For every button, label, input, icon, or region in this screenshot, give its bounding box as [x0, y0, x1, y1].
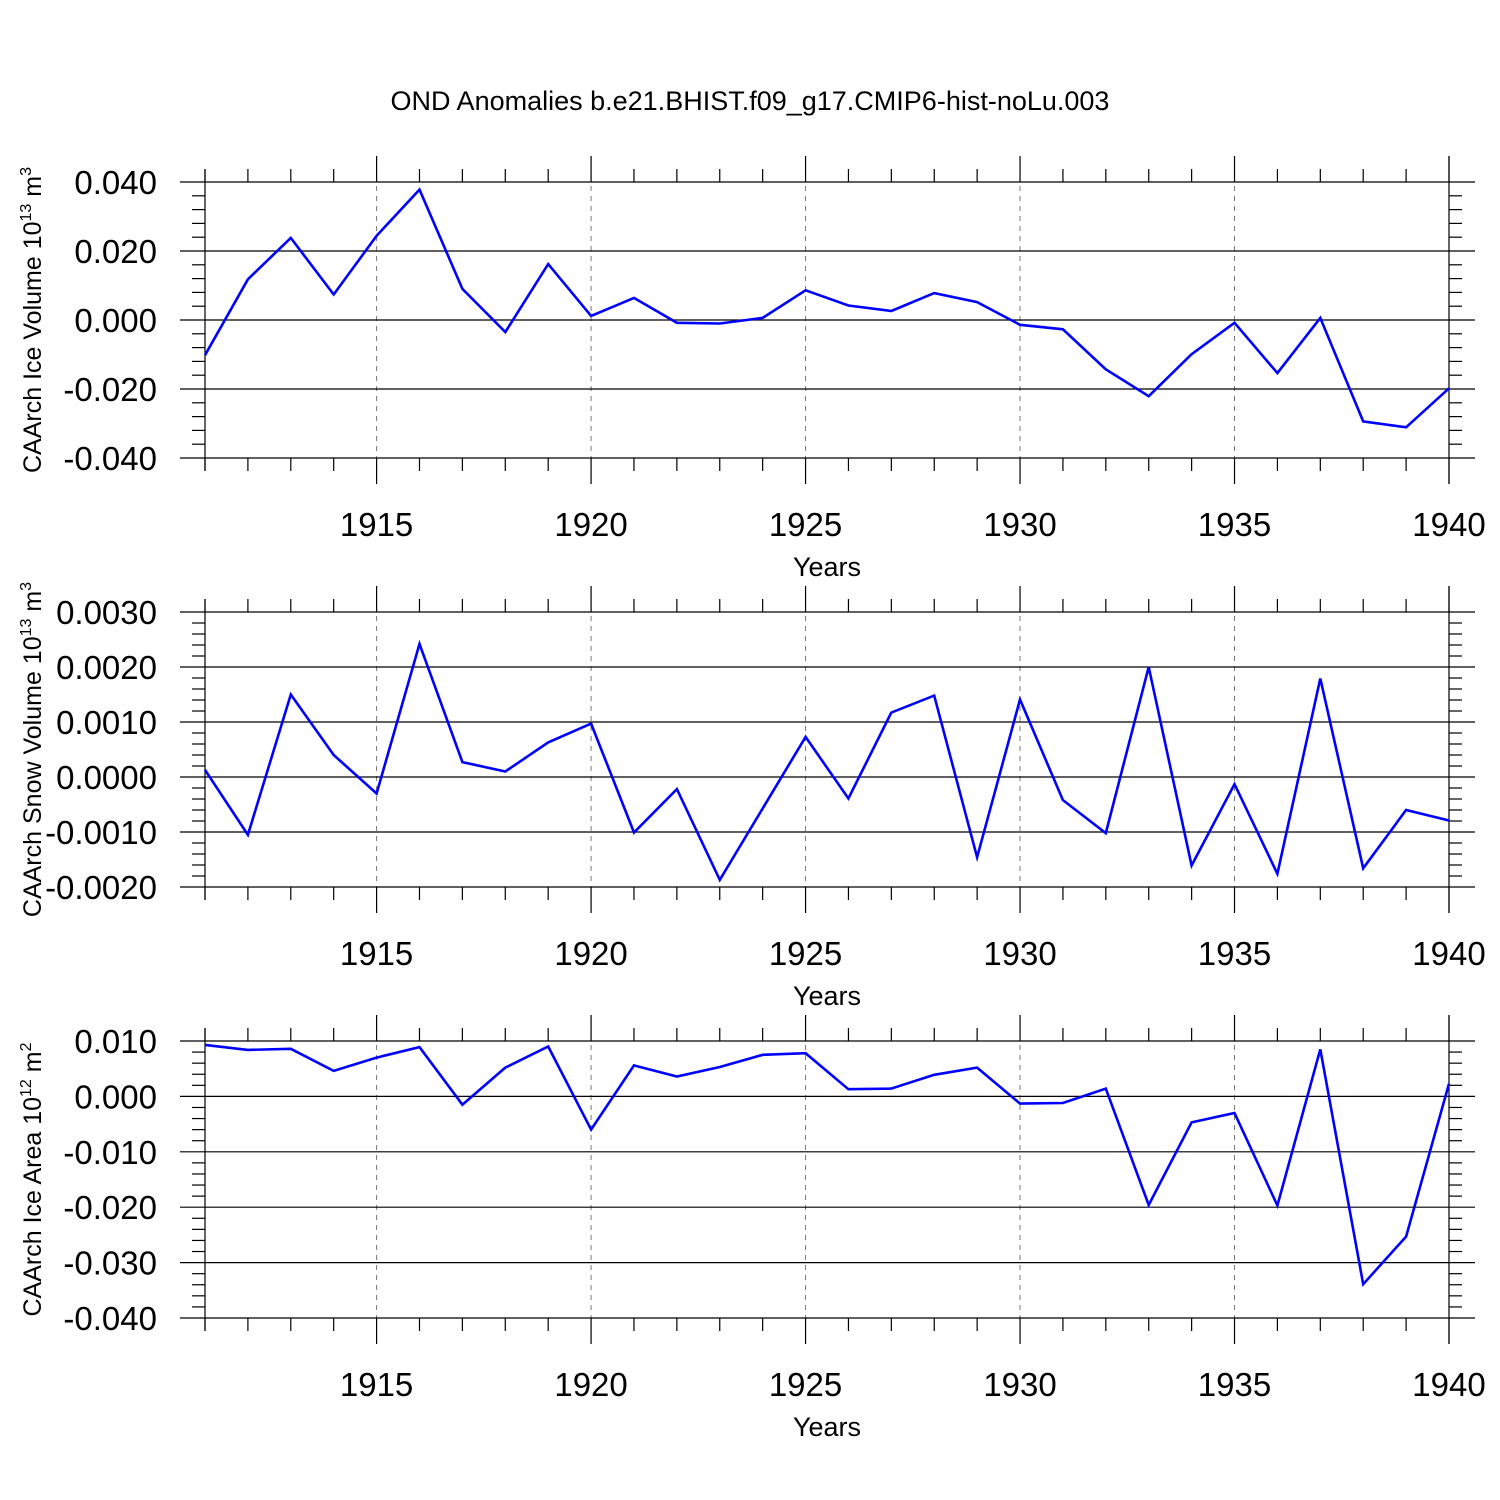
panel-1-ytick-label: 0.0020: [56, 649, 157, 686]
panel-1-xtick-label: 1920: [554, 935, 627, 972]
panel-0-ytick-label: 0.020: [74, 233, 157, 270]
panel-2-ylabel: CAArch Ice Area 1012 m2: [18, 1042, 47, 1316]
panel-2-xtick-label: 1930: [983, 1366, 1056, 1403]
panel-snow-volume: -0.0020 -0.0010 0.0000 0.0010 0.0020 0.0030 19…: [18, 582, 1486, 1011]
panel-0-xtick-label: 1930: [983, 506, 1056, 543]
panel-0-ytick-label: 0.040: [74, 164, 157, 201]
panel-1-ytick-label: 0.0010: [56, 704, 157, 741]
panel-2-ytick-label: -0.020: [63, 1189, 157, 1226]
panel-1-ylabel: CAArch Snow Volume 1013 m3: [18, 582, 47, 917]
panel-0-ylabel-exp: 13: [18, 204, 35, 222]
panel-0-ytick-label: -0.020: [63, 371, 157, 408]
panel-ice-area: -0.040 -0.030 -0.020 -0.010 0.000 0.010 1915 19…: [18, 1015, 1486, 1442]
panel-2-xtick-label: 1915: [340, 1366, 413, 1403]
panel-0-ylabel: CAArch Ice Volume 1013 m3: [18, 167, 47, 473]
panel-0-xtick-label: 1940: [1412, 506, 1485, 543]
panel-2-xtick-label: 1925: [769, 1366, 842, 1403]
panel-0-ylabel-unit-exp: 3: [18, 167, 35, 176]
panel-0-xtick-label: 1920: [554, 506, 627, 543]
panel-1-xtick-label: 1930: [983, 935, 1056, 972]
panel-0-xtick-label: 1935: [1198, 506, 1271, 543]
panel-0-ytick-label: 0.000: [74, 302, 157, 339]
panel-1-ylabel-unit-exp: 3: [18, 582, 35, 591]
figure-title: OND Anomalies b.e21.BHIST.f09_g17.CMIP6-…: [391, 86, 1110, 116]
panel-0-xlabel: Years: [793, 552, 861, 582]
panel-1-ylabel-exp: 13: [18, 618, 35, 636]
panel-ice-volume: -0.040 -0.020 0.000 0.020 0.040 1915 1920 1925 1…: [18, 156, 1486, 582]
panel-2-ytick-label: -0.040: [63, 1300, 157, 1337]
panel-0-ylabel-unit: m: [19, 176, 47, 204]
panel-2-ytick-label: -0.030: [63, 1245, 157, 1282]
panel-1-series-line: [203, 639, 1450, 883]
panel-1-xtick-label: 1925: [769, 935, 842, 972]
panel-1-xtick-label: 1940: [1412, 935, 1485, 972]
panel-1-xtick-label: 1915: [340, 935, 413, 972]
panel-0-ylabel-main: CAArch Ice Volume 10: [19, 221, 47, 473]
panel-2-ylabel-unit-exp: 2: [18, 1042, 35, 1051]
panel-2-ylabel-exp: 12: [18, 1079, 35, 1097]
panel-2-ylabel-unit: m: [19, 1051, 47, 1079]
panel-1-ytick-label: 0.0000: [56, 759, 157, 796]
panel-2-xtick-label: 1935: [1198, 1366, 1271, 1403]
panel-2-ytick-label: -0.010: [63, 1134, 157, 1171]
panel-2-ylabel-main: CAArch Ice Area 10: [19, 1097, 47, 1317]
panel-1-ylabel-main: CAArch Snow Volume 10: [19, 636, 47, 917]
panel-0-ytick-label: -0.040: [63, 440, 157, 477]
panel-1-ytick-label: -0.0020: [45, 869, 157, 906]
panel-2-xtick-label: 1940: [1412, 1366, 1485, 1403]
panel-1-ylabel-unit: m: [19, 591, 47, 619]
panel-2-xtick-label: 1920: [554, 1366, 627, 1403]
panel-1-ytick-label: -0.0010: [45, 814, 157, 851]
panel-1-xtick-label: 1935: [1198, 935, 1271, 972]
panel-0-series-line: [203, 187, 1450, 429]
panel-0-xtick-label: 1915: [340, 506, 413, 543]
panel-2-xlabel: Years: [793, 1412, 861, 1442]
panel-2-ytick-label: 0.010: [74, 1023, 157, 1060]
panel-1-xlabel: Years: [793, 981, 861, 1011]
panel-2-series-line: [204, 1043, 1451, 1288]
panel-0-xtick-label: 1925: [769, 506, 842, 543]
panel-2-ytick-label: 0.000: [74, 1078, 157, 1115]
panel-1-ytick-label: 0.0030: [56, 594, 157, 631]
